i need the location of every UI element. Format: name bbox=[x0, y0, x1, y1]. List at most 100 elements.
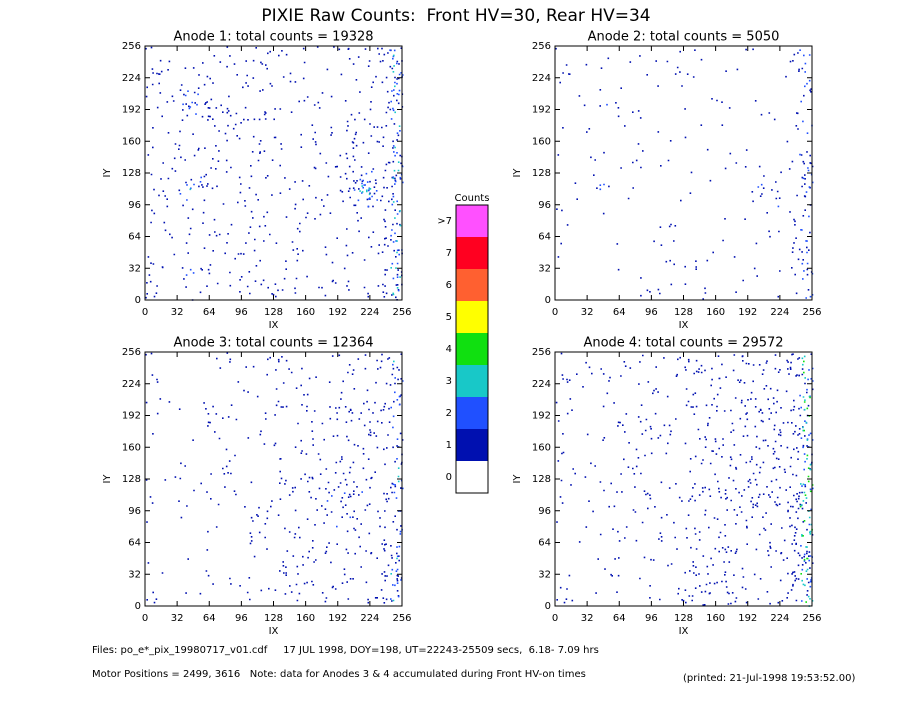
y-tick-label: 192 bbox=[532, 411, 551, 422]
colorbar-label: 4 bbox=[446, 344, 452, 355]
panel-title: Anode 2: total counts = 5050 bbox=[588, 30, 780, 45]
x-tick-label: 32 bbox=[171, 307, 184, 318]
x-axis-label: IX bbox=[679, 626, 689, 637]
colorbar-box bbox=[456, 397, 488, 429]
y-tick-label: 224 bbox=[532, 379, 551, 390]
x-tick-label: 256 bbox=[802, 307, 821, 318]
x-tick-label: 32 bbox=[581, 307, 594, 318]
count-texture bbox=[189, 54, 402, 296]
x-tick-label: 64 bbox=[203, 307, 216, 318]
y-tick-label: 96 bbox=[128, 200, 141, 211]
y-tick-label: 160 bbox=[532, 136, 551, 147]
footer-printed: (printed: 21-Jul-1998 19:53:52.00) bbox=[683, 673, 855, 684]
y-tick-label: 0 bbox=[135, 601, 141, 612]
count-texture bbox=[799, 367, 814, 602]
count-texture bbox=[390, 360, 400, 602]
x-tick-label: 256 bbox=[392, 307, 411, 318]
colorbar-frame bbox=[455, 204, 489, 494]
y-tick-label: 96 bbox=[538, 200, 551, 211]
x-tick-label: 224 bbox=[770, 613, 789, 624]
x-tick-label: 224 bbox=[770, 307, 789, 318]
colorbar-label: 7 bbox=[446, 248, 452, 259]
x-tick-label: 192 bbox=[328, 613, 347, 624]
x-tick-label: 128 bbox=[264, 307, 283, 318]
x-tick-label: 128 bbox=[674, 613, 693, 624]
x-tick-label: 224 bbox=[360, 307, 379, 318]
x-tick-label: 96 bbox=[645, 307, 658, 318]
x-tick-label: 192 bbox=[738, 613, 757, 624]
y-tick-label: 128 bbox=[122, 168, 141, 179]
y-tick-label: 128 bbox=[532, 474, 551, 485]
colorbar-box bbox=[456, 461, 488, 493]
colorbar-label: 1 bbox=[446, 440, 452, 451]
x-tick-label: 160 bbox=[706, 613, 725, 624]
colorbar-box bbox=[456, 301, 488, 333]
x-tick-label: 64 bbox=[203, 613, 216, 624]
x-tick-label: 64 bbox=[613, 307, 626, 318]
colorbar-box bbox=[456, 269, 488, 301]
y-tick-label: 0 bbox=[545, 601, 551, 612]
y-axis-label: IY bbox=[512, 474, 523, 484]
colorbar-box bbox=[456, 429, 488, 461]
y-tick-label: 96 bbox=[538, 506, 551, 517]
count-texture bbox=[179, 49, 404, 292]
y-axis-label: IY bbox=[512, 168, 523, 178]
y-tick-label: 128 bbox=[532, 168, 551, 179]
colorbar-box bbox=[456, 237, 488, 269]
x-tick-label: 96 bbox=[645, 613, 658, 624]
panel-title: Anode 4: total counts = 29572 bbox=[583, 336, 783, 351]
y-tick-label: 224 bbox=[532, 73, 551, 84]
y-tick-label: 32 bbox=[128, 263, 141, 274]
colorbar-label: 3 bbox=[446, 376, 452, 387]
footer-files: Files: po_e*_pix_19980717_v01.cdf 17 JUL… bbox=[92, 645, 599, 656]
x-tick-label: 64 bbox=[613, 613, 626, 624]
plot-frame bbox=[144, 351, 403, 607]
x-tick-label: 32 bbox=[171, 613, 184, 624]
y-tick-label: 160 bbox=[122, 442, 141, 453]
x-tick-label: 192 bbox=[738, 307, 757, 318]
y-tick-label: 64 bbox=[538, 538, 551, 549]
y-tick-label: 160 bbox=[122, 136, 141, 147]
x-tick-label: 160 bbox=[296, 613, 315, 624]
count-texture bbox=[799, 360, 814, 603]
x-tick-label: 0 bbox=[142, 613, 148, 624]
plot-frame bbox=[554, 351, 813, 607]
y-tick-label: 64 bbox=[128, 232, 141, 243]
x-tick-label: 0 bbox=[552, 613, 558, 624]
y-tick-label: 0 bbox=[135, 295, 141, 306]
x-tick-label: 256 bbox=[392, 613, 411, 624]
y-tick-label: 64 bbox=[538, 232, 551, 243]
y-tick-label: 96 bbox=[128, 506, 141, 517]
panel-title: Anode 3: total counts = 12364 bbox=[173, 336, 373, 351]
x-tick-label: 32 bbox=[581, 613, 594, 624]
y-tick-label: 256 bbox=[532, 347, 551, 358]
colorbar-box bbox=[456, 205, 488, 237]
y-tick-label: 224 bbox=[122, 379, 141, 390]
colorbar-label: 2 bbox=[446, 408, 452, 419]
x-tick-label: 0 bbox=[552, 307, 558, 318]
plot-frame bbox=[554, 45, 813, 301]
y-tick-label: 192 bbox=[122, 411, 141, 422]
y-tick-label: 32 bbox=[538, 569, 551, 580]
y-tick-label: 256 bbox=[122, 41, 141, 52]
page-title: PIXIE Raw Counts: Front HV=30, Rear HV=3… bbox=[261, 6, 650, 26]
count-texture bbox=[555, 47, 814, 300]
y-tick-label: 64 bbox=[128, 538, 141, 549]
x-axis-label: IX bbox=[679, 320, 689, 331]
x-tick-label: 128 bbox=[264, 613, 283, 624]
y-tick-label: 192 bbox=[122, 105, 141, 116]
count-texture bbox=[555, 352, 814, 606]
x-tick-label: 256 bbox=[802, 613, 821, 624]
x-tick-label: 96 bbox=[235, 613, 248, 624]
footer-motor: Motor Positions = 2499, 3616 Note: data … bbox=[92, 669, 586, 680]
y-tick-label: 0 bbox=[545, 295, 551, 306]
plot-frame bbox=[144, 45, 403, 301]
y-tick-label: 128 bbox=[122, 474, 141, 485]
y-tick-label: 32 bbox=[128, 569, 141, 580]
colorbar-label: >7 bbox=[437, 216, 452, 227]
x-tick-label: 160 bbox=[706, 307, 725, 318]
panel-title: Anode 1: total counts = 19328 bbox=[173, 30, 373, 45]
y-tick-label: 224 bbox=[122, 73, 141, 84]
y-axis-label: IY bbox=[102, 474, 113, 484]
x-axis-label: IX bbox=[269, 320, 279, 331]
